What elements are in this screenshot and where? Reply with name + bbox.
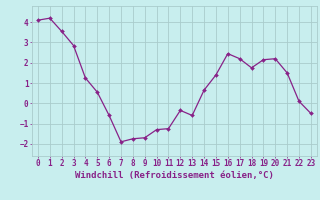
X-axis label: Windchill (Refroidissement éolien,°C): Windchill (Refroidissement éolien,°C) xyxy=(75,171,274,180)
